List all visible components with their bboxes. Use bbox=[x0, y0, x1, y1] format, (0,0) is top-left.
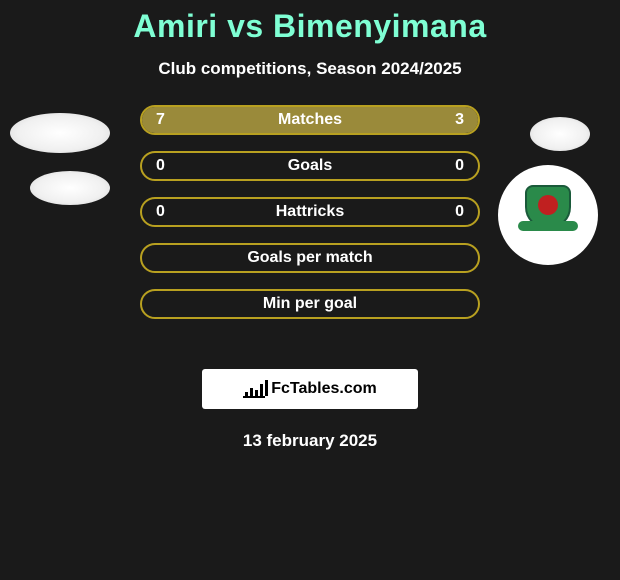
stat-label: Hattricks bbox=[142, 203, 478, 221]
stat-label: Goals per match bbox=[142, 249, 478, 267]
brand-chart-icon bbox=[243, 380, 265, 398]
player-left-badge-2 bbox=[30, 171, 110, 205]
stat-value-right: 0 bbox=[455, 157, 464, 175]
stat-bar: Min per goal bbox=[140, 289, 480, 319]
stats-comparison-card: Amiri vs Bimenyimana Club competitions, … bbox=[0, 0, 620, 451]
page-title: Amiri vs Bimenyimana bbox=[0, 8, 620, 45]
stat-label: Goals bbox=[142, 157, 478, 175]
brand-text: FcTables.com bbox=[271, 380, 377, 398]
stat-value-right: 0 bbox=[455, 203, 464, 221]
club-logo bbox=[498, 165, 598, 265]
stat-bar: Goals per match bbox=[140, 243, 480, 273]
player-left-badge-1 bbox=[10, 113, 110, 153]
stat-label: Min per goal bbox=[142, 295, 478, 313]
stat-value-right: 3 bbox=[455, 111, 464, 129]
stat-label: Matches bbox=[142, 111, 478, 129]
stats-area: 7Matches30Goals00Hattricks0Goals per mat… bbox=[0, 105, 620, 365]
stat-bar: 7Matches3 bbox=[140, 105, 480, 135]
footer-date: 13 february 2025 bbox=[0, 431, 620, 451]
subtitle: Club competitions, Season 2024/2025 bbox=[0, 59, 620, 79]
stats-bars: 7Matches30Goals00Hattricks0Goals per mat… bbox=[140, 105, 480, 319]
stat-bar: 0Hattricks0 bbox=[140, 197, 480, 227]
stat-bar: 0Goals0 bbox=[140, 151, 480, 181]
brand-badge[interactable]: FcTables.com bbox=[202, 369, 418, 409]
club-logo-icon bbox=[518, 185, 578, 245]
player-right-badge bbox=[530, 117, 590, 151]
